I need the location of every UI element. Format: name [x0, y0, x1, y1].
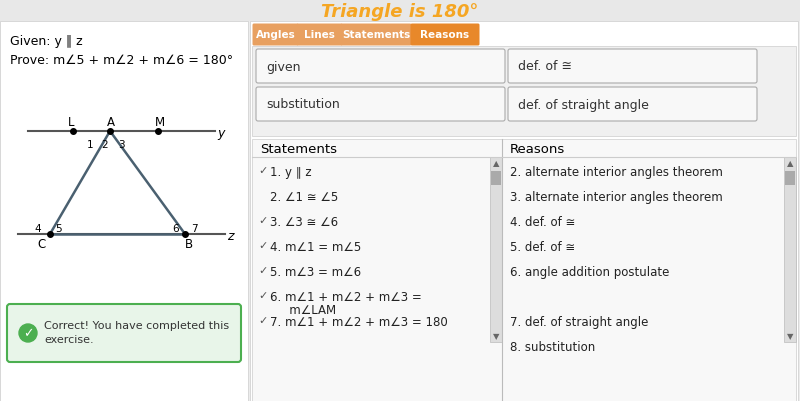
FancyBboxPatch shape	[252, 140, 796, 401]
Text: substitution: substitution	[266, 98, 340, 111]
Text: Statements: Statements	[260, 143, 337, 156]
FancyBboxPatch shape	[785, 172, 795, 186]
Text: ▼: ▼	[493, 332, 499, 341]
FancyBboxPatch shape	[256, 50, 505, 84]
Text: ▲: ▲	[493, 159, 499, 168]
Text: ✓: ✓	[258, 265, 267, 275]
Text: Triangle is 180°: Triangle is 180°	[322, 3, 478, 21]
FancyBboxPatch shape	[491, 172, 501, 186]
Text: 1: 1	[86, 140, 94, 150]
FancyBboxPatch shape	[253, 24, 298, 47]
Text: Prove: m∠5 + m∠2 + m∠6 = 180°: Prove: m∠5 + m∠2 + m∠6 = 180°	[10, 53, 233, 66]
Text: 7. def. of straight angle: 7. def. of straight angle	[510, 315, 648, 328]
Text: z: z	[227, 230, 234, 243]
Text: 6. m∠1 + m∠2 + m∠3 =: 6. m∠1 + m∠2 + m∠3 =	[270, 290, 422, 303]
Text: ✓: ✓	[258, 241, 267, 250]
Text: ✓: ✓	[22, 327, 34, 340]
Text: 4: 4	[34, 223, 42, 233]
Text: B: B	[185, 238, 193, 251]
Text: ✓: ✓	[258, 315, 267, 325]
Text: 4. m∠1 = m∠5: 4. m∠1 = m∠5	[270, 241, 362, 253]
FancyBboxPatch shape	[508, 88, 757, 122]
Text: Angles: Angles	[256, 30, 295, 41]
FancyBboxPatch shape	[7, 304, 241, 362]
Text: 5. m∠3 = m∠6: 5. m∠3 = m∠6	[270, 265, 361, 278]
Text: 2. ∠1 ≅ ∠5: 2. ∠1 ≅ ∠5	[270, 190, 338, 203]
Text: ✓: ✓	[258, 166, 267, 176]
Text: ▼: ▼	[786, 332, 794, 341]
Text: Reasons: Reasons	[421, 30, 470, 41]
FancyBboxPatch shape	[252, 47, 796, 137]
Text: ✓: ✓	[258, 215, 267, 225]
Text: 2: 2	[102, 140, 108, 150]
Text: ▲: ▲	[786, 159, 794, 168]
Text: y: y	[217, 127, 224, 140]
Text: 4. def. of ≅: 4. def. of ≅	[510, 215, 575, 229]
FancyBboxPatch shape	[508, 50, 757, 84]
Circle shape	[19, 324, 37, 342]
FancyBboxPatch shape	[297, 24, 342, 47]
Text: 6. angle addition postulate: 6. angle addition postulate	[510, 265, 670, 278]
Text: def. of straight angle: def. of straight angle	[518, 98, 649, 111]
FancyBboxPatch shape	[256, 88, 505, 122]
Text: m∠LAM: m∠LAM	[278, 303, 336, 316]
Text: 1. y ∥ z: 1. y ∥ z	[270, 166, 312, 178]
Text: ✓: ✓	[258, 290, 267, 300]
Text: Lines: Lines	[304, 30, 335, 41]
Text: 3: 3	[118, 140, 124, 150]
Text: exercise.: exercise.	[44, 334, 94, 344]
Text: given: given	[266, 60, 301, 73]
Text: 2. alternate interior angles theorem: 2. alternate interior angles theorem	[510, 166, 723, 178]
Text: 6: 6	[173, 223, 179, 233]
FancyBboxPatch shape	[0, 0, 800, 22]
Text: 5. def. of ≅: 5. def. of ≅	[510, 241, 575, 253]
Text: 8. substitution: 8. substitution	[510, 340, 595, 353]
Text: def. of ≅: def. of ≅	[518, 60, 572, 73]
Text: 7: 7	[190, 223, 198, 233]
Text: 7. m∠1 + m∠2 + m∠3 = 180: 7. m∠1 + m∠2 + m∠3 = 180	[270, 315, 448, 328]
Text: Correct! You have completed this: Correct! You have completed this	[44, 320, 229, 330]
Text: Reasons: Reasons	[510, 143, 566, 156]
Text: Statements: Statements	[342, 30, 410, 41]
Text: 3. ∠3 ≅ ∠6: 3. ∠3 ≅ ∠6	[270, 215, 338, 229]
Text: 3. alternate interior angles theorem: 3. alternate interior angles theorem	[510, 190, 722, 203]
FancyBboxPatch shape	[0, 22, 248, 401]
Text: L: L	[68, 116, 74, 129]
Text: M: M	[155, 116, 165, 129]
Text: Given: y ∥ z: Given: y ∥ z	[10, 35, 82, 49]
FancyBboxPatch shape	[341, 24, 411, 47]
FancyBboxPatch shape	[784, 158, 796, 342]
Text: C: C	[38, 238, 46, 251]
FancyBboxPatch shape	[490, 158, 502, 342]
Text: 5: 5	[56, 223, 62, 233]
Text: A: A	[107, 116, 115, 129]
FancyBboxPatch shape	[410, 24, 479, 47]
FancyBboxPatch shape	[250, 22, 798, 401]
